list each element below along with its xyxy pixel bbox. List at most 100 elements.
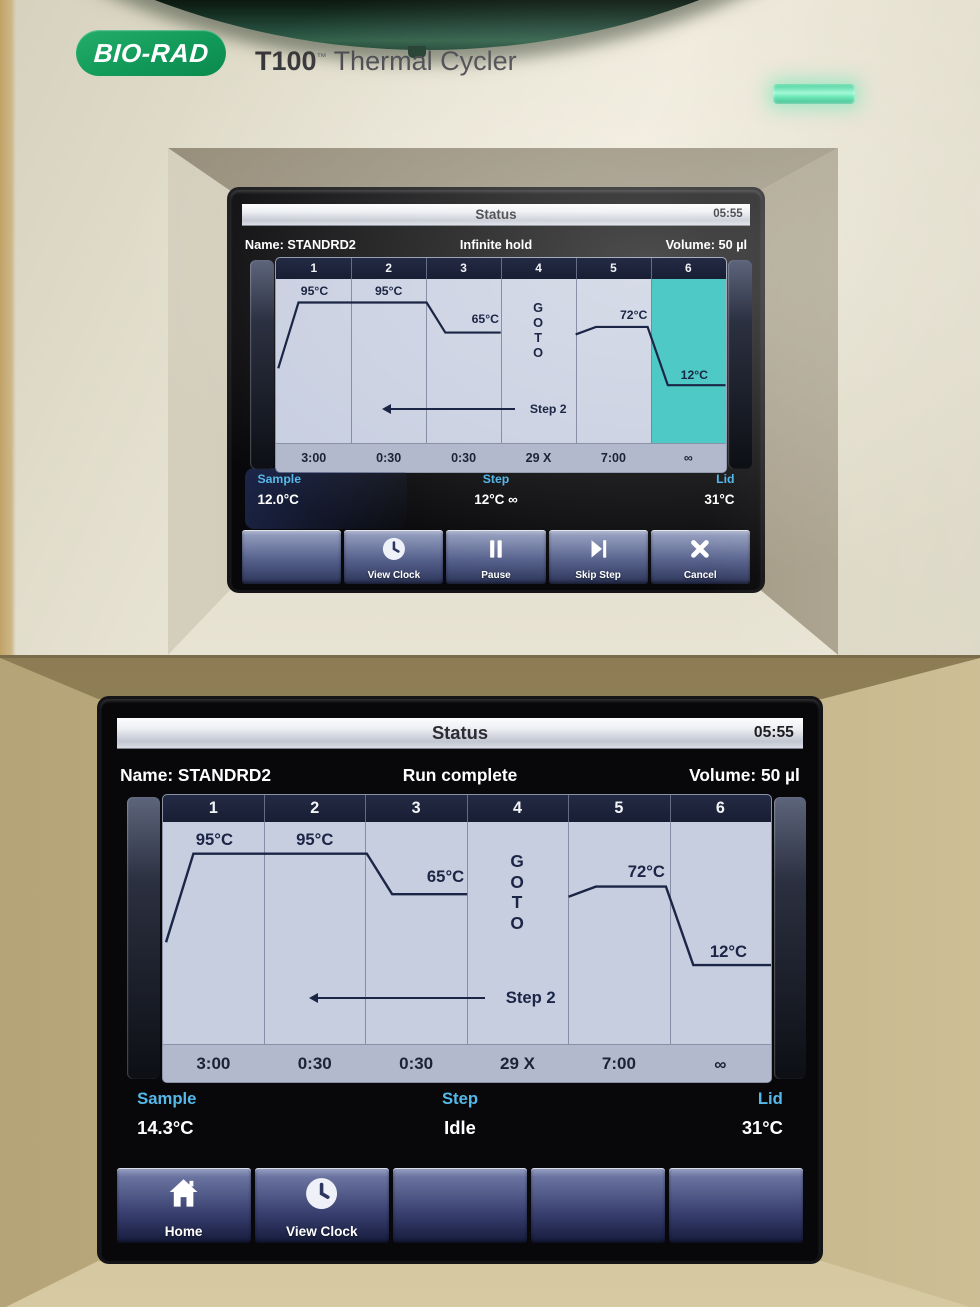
screen-bezel-top-face	[0, 658, 980, 699]
goto-loop-arrow	[308, 993, 486, 1004]
temperature-profile: 95°C 95°C 65°C G O T O 72°C 12°C Step 2	[163, 822, 771, 1044]
time-cell: 0:30	[399, 1054, 434, 1074]
cycles-cell: 29 X	[525, 451, 552, 466]
step-number-cell: 2	[385, 261, 392, 276]
lid-status: Lid 31°C	[568, 1089, 804, 1163]
run-info-row: Name: STANDRD2 Infinite hold Volume: 50 …	[245, 231, 747, 259]
goto-loop-arrow	[381, 404, 515, 415]
run-info-row: Name: STANDRD2 Run complete Volume: 50 µ…	[120, 756, 800, 795]
screen-bezel-right-face	[758, 148, 838, 655]
step-label: Step	[482, 472, 510, 486]
temp-profile-line	[276, 279, 726, 443]
run-name: Name: STANDRD2	[120, 765, 271, 786]
view-clock-button[interactable]: View Clock	[344, 530, 444, 584]
lid-label: Lid	[757, 1089, 783, 1109]
time-row: 3:00 0:30 0:30 29 X 7:00 ∞	[162, 1043, 772, 1083]
goto-label: G O T O	[533, 300, 544, 361]
lid-temp-value: 31°C	[741, 1117, 783, 1139]
button-label: View Clock	[367, 569, 421, 581]
brand-logo: BIO-RAD	[76, 30, 226, 76]
status-title: Status	[475, 206, 517, 222]
pause-button[interactable]: Pause	[446, 530, 546, 584]
loop-step-label: Step 2	[505, 988, 556, 1008]
time-cell: 0:30	[376, 451, 402, 466]
step-number-cell: 1	[310, 261, 318, 276]
temp-label-step1: 95°C	[300, 284, 329, 299]
column-divider	[669, 794, 671, 1083]
infinite-hold-cell: ∞	[714, 1054, 727, 1074]
home-icon	[117, 1174, 251, 1213]
step-number-cell: 5	[610, 261, 617, 276]
clock-time: 05:55	[713, 208, 743, 221]
status-screen-running: Status 05:55 Name: STANDRD2 Infinite hol…	[230, 190, 762, 590]
status-bar: Status 05:55	[116, 718, 804, 750]
column-divider	[575, 258, 577, 472]
chart-edge-right	[727, 260, 752, 470]
run-name: Name: STANDRD2	[244, 237, 356, 253]
step-number-cell: 4	[535, 261, 542, 276]
screen-bezel-left-face	[0, 658, 98, 1307]
time-cell: 7:00	[600, 451, 626, 466]
infinite-hold-cell: ∞	[683, 451, 693, 466]
volume-label: Volume: 50 µl	[689, 765, 800, 786]
screen-bezel-top-face	[168, 148, 838, 192]
status-title: Status	[431, 722, 489, 744]
protocol-step-chart: 1 2 3 4 5 6	[127, 794, 807, 1083]
time-row: 3:00 0:30 0:30 29 X 7:00 ∞	[276, 443, 726, 472]
temperature-status-row: Sample 12.0°C Step 12°C ∞ Lid 31°C	[242, 467, 750, 530]
loop-step-label: Step 2	[529, 401, 567, 416]
screen-bezel-bottom-face	[168, 588, 838, 655]
status-screen-complete: Status 05:55 Name: STANDRD2 Run complete…	[100, 699, 820, 1261]
clock-icon	[344, 535, 443, 563]
button-label: Cancel	[683, 569, 717, 581]
sample-temp-value: 14.3°C	[137, 1117, 194, 1139]
time-cell: 7:00	[601, 1054, 636, 1074]
chart-columns: 1 2 3 4 5 6	[276, 258, 726, 472]
temp-label-step2: 95°C	[374, 284, 403, 299]
softkey-button-row: Home View Clock	[116, 1167, 804, 1243]
product-name: Thermal Cycler	[333, 46, 517, 76]
skip-step-button[interactable]: Skip Step	[548, 530, 648, 584]
lid-label: Lid	[716, 472, 735, 486]
column-divider	[351, 258, 353, 472]
clock-time: 05:55	[753, 724, 794, 742]
screen-closeup-panel: Status 05:55 Name: STANDRD2 Run complete…	[0, 655, 980, 1307]
blank-button[interactable]	[531, 1167, 666, 1243]
blank-button[interactable]	[242, 530, 342, 584]
step-number-cell: 3	[460, 261, 467, 276]
view-clock-button[interactable]: View Clock	[254, 1167, 389, 1243]
device-front-panel: BIO-RAD T100™ Thermal Cycler Status 05:5…	[0, 0, 980, 655]
chart-edge-left	[250, 260, 275, 470]
blank-button[interactable]	[669, 1167, 804, 1243]
step-state-value: Idle	[444, 1117, 476, 1139]
skip-icon	[549, 535, 648, 563]
temp-label-step6: 12°C	[709, 942, 748, 962]
status-bar: Status 05:55	[242, 203, 750, 227]
step-number-cell: 4	[513, 798, 523, 817]
run-state: Run complete	[402, 765, 518, 786]
chart-edge-right	[773, 797, 807, 1080]
chart-edge-left	[127, 797, 160, 1080]
goto-label: G O T O	[510, 851, 525, 933]
home-button[interactable]: Home	[116, 1167, 251, 1243]
step-status: Step Idle	[352, 1089, 567, 1163]
clock-icon	[255, 1174, 389, 1213]
step-number-cell: 1	[208, 798, 218, 817]
volume-label: Volume: 50 µl	[665, 237, 748, 253]
sample-highlight-panel	[244, 467, 408, 530]
screen-bezel-left-face	[168, 148, 232, 655]
screen-bezel-bottom-face	[0, 1261, 980, 1307]
column-divider	[466, 794, 468, 1083]
temp-label-step3: 65°C	[471, 311, 499, 326]
screen-bezel-right-face	[822, 658, 980, 1307]
panel-edge	[0, 0, 16, 655]
cancel-button[interactable]: Cancel	[650, 530, 750, 584]
temperature-status-row: Sample 14.3°C Step Idle Lid 31°C	[117, 1089, 804, 1163]
lid-notch	[408, 46, 426, 58]
sample-status: Sample 14.3°C	[117, 1089, 353, 1163]
softkey-button-row: View Clock Pause Skip Step	[242, 530, 750, 584]
brand-logo-text: BIO-RAD	[92, 37, 210, 68]
trademark-symbol: ™	[316, 52, 327, 63]
blank-button[interactable]	[392, 1167, 528, 1243]
